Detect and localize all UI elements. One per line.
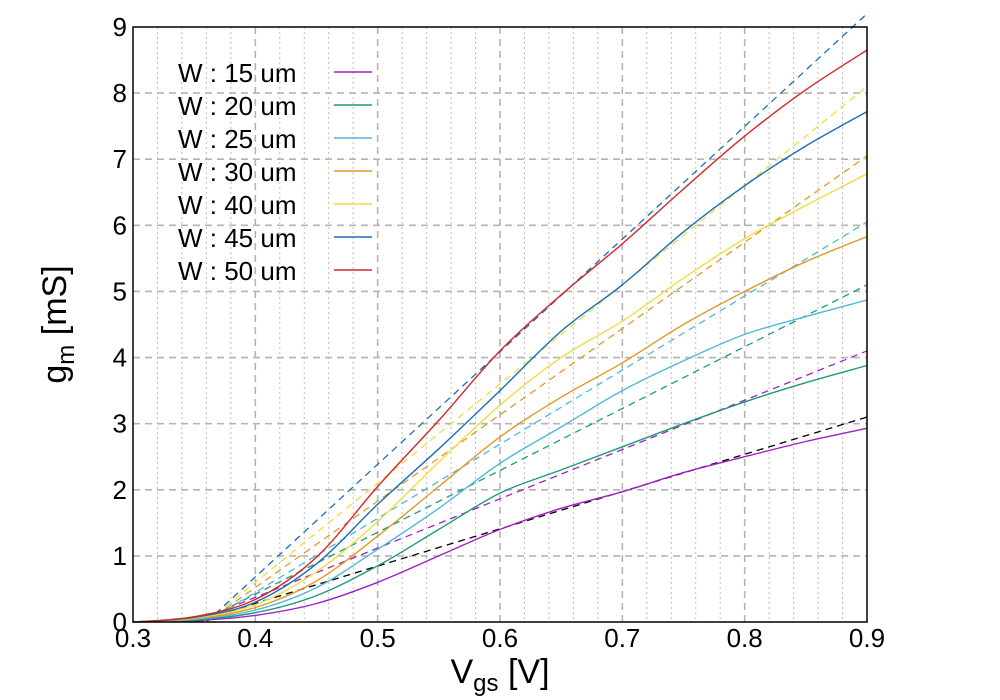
x-axis-title-main: V (450, 653, 473, 691)
x-tick-label: 0.9 (849, 623, 885, 653)
x-axis-title-unit: [V] (499, 653, 550, 691)
x-tick-labels: 0.3 0.4 0.5 0.6 0.7 0.8 0.9 (115, 623, 885, 653)
tangent-line (205, 13, 868, 623)
series-line (132, 49, 868, 623)
legend-label: W : 25 um (178, 124, 296, 154)
series-line (132, 110, 868, 623)
x-tick-label: 0.8 (727, 623, 763, 653)
y-axis-title: gm [mS] (36, 265, 80, 383)
x-tick-label: 0.3 (115, 623, 151, 653)
legend-label: W : 45 um (178, 223, 296, 253)
legend-label: W : 20 um (178, 91, 296, 121)
y-tick-label: 8 (113, 78, 127, 108)
y-tick-label: 9 (113, 12, 127, 42)
y-tick-label: 1 (113, 541, 127, 571)
legend: W : 15 umW : 20 umW : 25 umW : 30 umW : … (178, 58, 372, 286)
y-axis-title-sub: m (53, 345, 80, 365)
y-axis-title-main: g (36, 365, 74, 384)
legend-label: W : 15 um (178, 58, 296, 88)
series-line (132, 364, 868, 623)
major-grid (133, 27, 867, 622)
y-tick-label: 2 (113, 475, 127, 505)
legend-label: W : 50 um (178, 256, 296, 286)
tangent-line (206, 221, 868, 623)
series-line (132, 235, 868, 623)
x-axis-title-sub: gs (473, 670, 498, 697)
plot-frame (132, 26, 868, 623)
x-axis-title: Vgs [V] (450, 653, 549, 697)
series-line (132, 173, 868, 623)
y-tick-label: 0 (113, 607, 127, 637)
y-tick-label: 7 (113, 144, 127, 174)
y-tick-label: 4 (113, 343, 127, 373)
x-tick-label: 0.6 (482, 623, 518, 653)
legend-label: W : 40 um (178, 190, 296, 220)
series-line (132, 427, 868, 623)
data-series (132, 49, 868, 623)
y-tick-label: 5 (113, 276, 127, 306)
y-tick-labels: 0 1 2 3 4 5 6 7 8 9 (113, 12, 127, 637)
tangent-line (199, 284, 868, 623)
legend-label: W : 30 um (178, 157, 296, 187)
y-axis-title-unit: [mS] (36, 265, 74, 344)
x-tick-label: 0.5 (360, 623, 396, 653)
tangent-line (206, 155, 868, 623)
tangent-line (193, 350, 868, 623)
series-line (132, 299, 868, 623)
x-tick-label: 0.4 (237, 623, 273, 653)
tangent-line (193, 416, 868, 623)
x-tick-label: 0.7 (604, 623, 640, 653)
y-tick-label: 3 (113, 409, 127, 439)
y-tick-label: 6 (113, 210, 127, 240)
